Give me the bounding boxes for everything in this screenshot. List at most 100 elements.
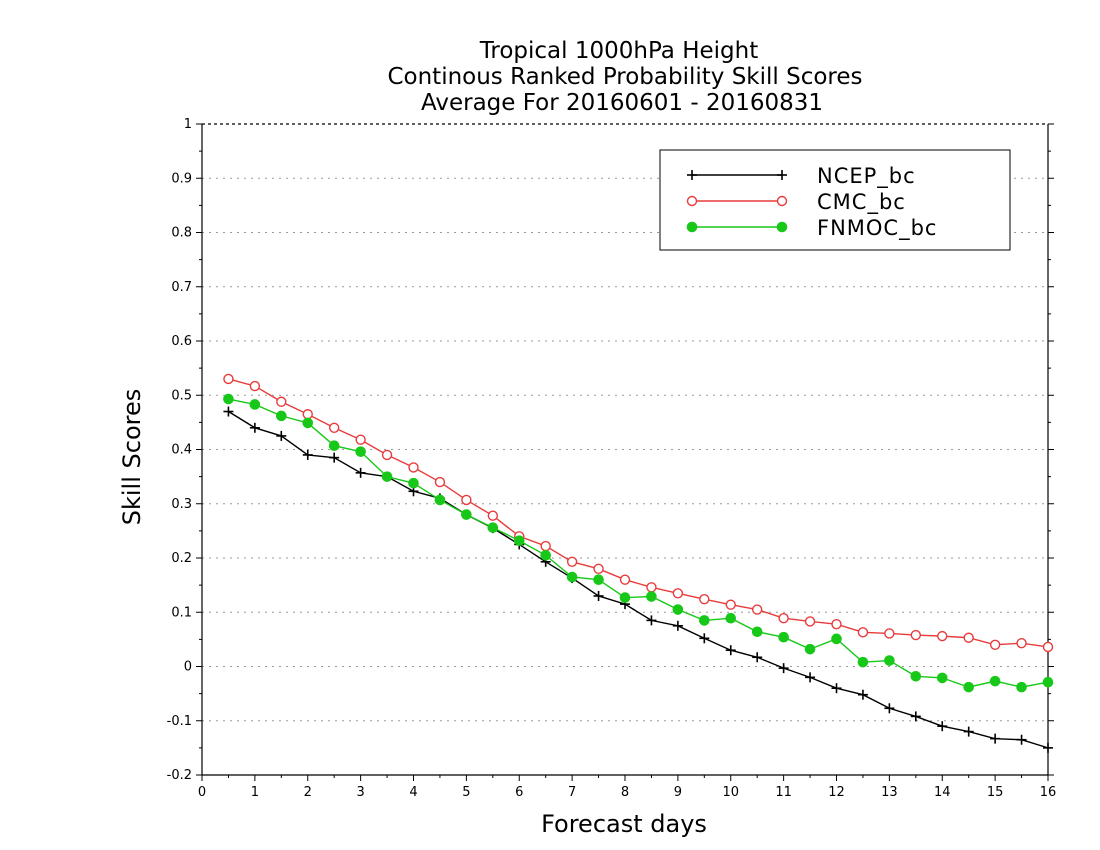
data-point — [593, 590, 604, 601]
data-point — [989, 675, 1001, 687]
data-point — [672, 620, 683, 631]
series-cmc-bc — [223, 373, 1054, 653]
y-tick-label: 0.4 — [171, 443, 192, 458]
data-point — [540, 540, 551, 552]
data-point — [1043, 742, 1053, 753]
data-point — [540, 549, 551, 561]
legend-entry-ncep-bc: NCEP_bc — [687, 164, 916, 189]
data-point — [963, 726, 974, 737]
x-tick-label: 9 — [674, 785, 682, 800]
data-point — [646, 591, 657, 602]
data-point — [725, 599, 736, 610]
x-axis-label: Forecast days — [541, 810, 707, 838]
data-point — [910, 629, 922, 641]
chart-title-line-2: Continous Ranked Probability Skill Score… — [387, 64, 862, 90]
y-tick-label: -0.1 — [167, 714, 192, 729]
data-point — [672, 604, 684, 615]
y-grid-lines — [202, 177, 1048, 722]
data-point — [276, 430, 287, 441]
x-tick-label: 10 — [722, 785, 739, 800]
series-line — [228, 398, 1049, 688]
data-point — [831, 618, 842, 630]
x-tick-label: 3 — [356, 785, 364, 800]
data-point — [804, 616, 816, 627]
legend-label: CMC_bc — [817, 190, 906, 215]
data-point — [461, 509, 472, 520]
data-point — [804, 643, 816, 655]
data-point — [408, 462, 419, 473]
legend-marker-start — [687, 170, 697, 180]
data-point — [672, 588, 684, 599]
y-tick-label: 0.1 — [171, 605, 192, 620]
y-tick-label: -0.2 — [167, 768, 192, 783]
data-point — [963, 681, 974, 693]
series-layer — [223, 373, 1054, 753]
x-tick-label: 4 — [409, 785, 417, 800]
series-line — [228, 378, 1049, 648]
data-point — [223, 393, 234, 405]
x-tick-label: 8 — [621, 785, 629, 800]
y-tick-label: 0.9 — [171, 171, 192, 186]
series-line — [228, 410, 1049, 749]
data-point — [1016, 681, 1027, 693]
data-point — [778, 631, 789, 643]
legend-marker-start — [686, 195, 698, 207]
data-point — [381, 471, 393, 482]
y-tick-label: 0.7 — [171, 280, 192, 295]
legend-entry-cmc-bc: CMC_bc — [686, 190, 906, 215]
data-point — [566, 556, 578, 567]
data-point — [593, 563, 604, 575]
data-point — [1042, 676, 1054, 688]
x-tick-label: 16 — [1040, 785, 1057, 800]
data-point — [831, 633, 842, 645]
data-point — [1016, 734, 1027, 745]
data-point — [699, 594, 710, 605]
data-point — [699, 633, 710, 644]
data-point — [355, 467, 366, 478]
data-point — [223, 406, 234, 417]
data-point — [302, 417, 314, 429]
legend-marker-end — [776, 221, 788, 233]
data-point — [249, 422, 260, 433]
legend-label: FNMOC_bc — [817, 216, 937, 241]
legend-entry-fnmoc-bc: FNMOC_bc — [686, 216, 937, 241]
data-point — [355, 434, 366, 445]
data-point — [302, 449, 313, 460]
y-tick-label: 0.3 — [171, 497, 192, 512]
data-point — [619, 574, 631, 585]
x-tick-label: 6 — [515, 785, 523, 800]
chart-title-line-3: Average For 20160601 - 20160831 — [421, 90, 823, 116]
data-point — [752, 652, 763, 663]
data-point — [1016, 637, 1027, 649]
data-point — [513, 535, 525, 546]
data-point — [831, 683, 842, 694]
data-point — [699, 615, 710, 626]
data-point — [725, 612, 737, 624]
x-tick-label: 15 — [987, 785, 1004, 800]
data-point — [884, 628, 895, 639]
data-point — [302, 409, 313, 420]
series-ncep-bc — [223, 406, 1053, 753]
data-point — [646, 615, 657, 626]
data-point — [989, 639, 1001, 650]
y-tick-label: 0.2 — [171, 551, 192, 566]
data-point — [223, 373, 234, 385]
data-point — [461, 494, 472, 506]
data-point — [725, 645, 736, 656]
data-point — [778, 663, 789, 674]
data-point — [355, 446, 366, 457]
y-tick-label: 0.5 — [171, 388, 192, 403]
data-point — [937, 721, 948, 732]
data-point — [805, 672, 816, 683]
y-tick-label: 0.6 — [171, 334, 192, 349]
y-tick-label: 0 — [184, 660, 192, 675]
y-tick-label: 1 — [184, 117, 192, 132]
data-point — [329, 452, 340, 463]
data-point — [857, 689, 868, 700]
y-axis-label: Skill Scores — [118, 389, 146, 526]
data-point — [910, 670, 922, 682]
data-point — [751, 604, 763, 615]
legend-label: NCEP_bc — [817, 164, 916, 189]
x-tick-label: 11 — [775, 785, 792, 800]
